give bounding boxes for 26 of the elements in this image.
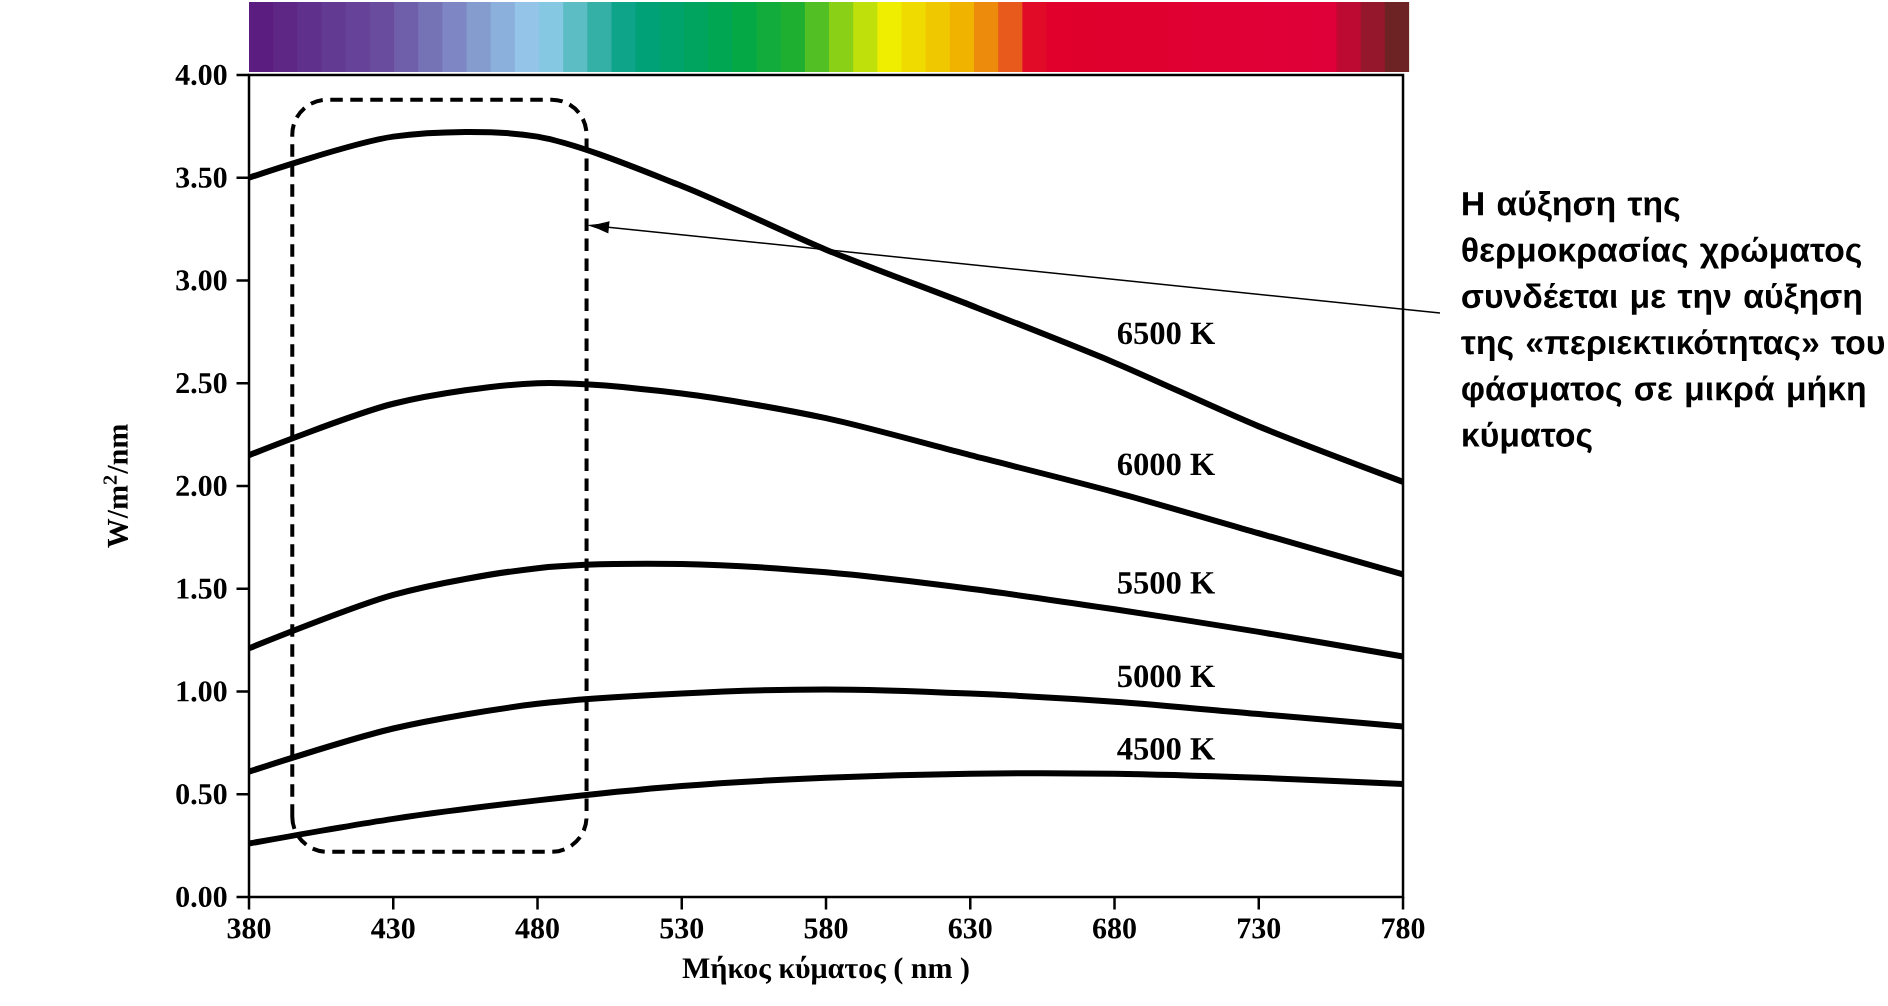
y-tick-label: 3.50	[176, 167, 227, 188]
y-tick-label: 2.00	[176, 475, 227, 497]
text: Η αύξηση της θερμοκρασίας χρώματος συνδέεται με την αύξηση της «περιεκτικότητας» του φάσματος σε μικρά μήκη κύματος	[1461, 190, 1885, 454]
x-tick-label: 580	[804, 918, 848, 939]
series-label: 6000 K	[1117, 453, 1215, 476]
x-tick-label: 630	[948, 918, 992, 939]
x-tick-label: 380	[227, 918, 271, 939]
x-tick-label: 780	[1382, 918, 1425, 939]
series-label: 6500 K	[1117, 322, 1215, 345]
series-label: 4500 K	[1117, 737, 1215, 760]
y-tick-label: 0.50	[176, 784, 227, 805]
x-tick-label: 480	[515, 918, 559, 939]
x-tick-label: 430	[371, 918, 415, 939]
y-tick-label: 2.50	[176, 373, 227, 394]
x-tick-label: 680	[1093, 918, 1136, 939]
series-label: 5000 K	[1118, 665, 1215, 688]
y-axis-title: W/m$^{2}$/nm	[103, 424, 129, 548]
y-tick-label: 3.00	[176, 270, 227, 291]
y-tick-label: 1.50	[177, 578, 227, 599]
series-label: 5500 K	[1118, 571, 1215, 594]
y-tick-label: 0.00	[176, 886, 227, 908]
x-tick-label: 530	[660, 918, 704, 939]
x-axis-title: Μήκος κύματος ( nm )	[682, 955, 969, 985]
x-tick-label: 730	[1237, 918, 1281, 939]
y-tick-label: 1.00	[177, 681, 227, 702]
y-tick-label: 4.00	[175, 64, 227, 86]
